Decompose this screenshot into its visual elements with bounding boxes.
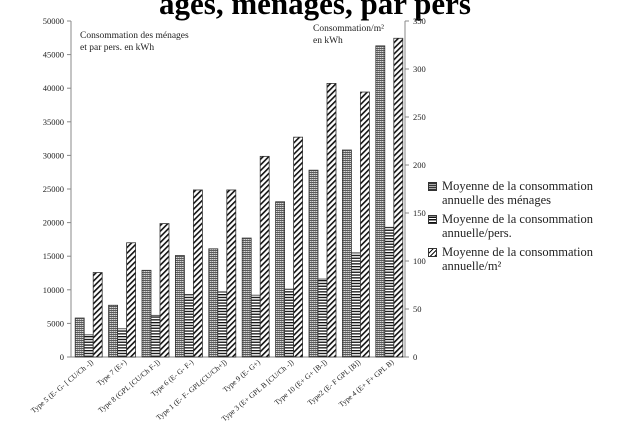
legend-swatch-diagonal <box>428 248 437 257</box>
left-tick-label: 10000 <box>43 285 64 295</box>
right-axis-label-line2: en kWh <box>313 36 343 46</box>
right-tick-label: 100 <box>413 256 426 266</box>
legend-label-line2: annuelle/pers. <box>442 226 512 240</box>
bar-diagonal-5 <box>226 189 237 358</box>
legend-swatch-dots <box>428 182 437 191</box>
legend-label-line1: Moyenne de la consommation <box>442 179 594 193</box>
bar-dots-6 <box>241 237 252 358</box>
bar-diagonal-1 <box>92 272 103 358</box>
bar-horizontal-9 <box>350 252 361 358</box>
bar-diagonal-3 <box>159 223 170 358</box>
bar-dots-4 <box>174 255 185 358</box>
bar-dots-5 <box>208 248 219 358</box>
legend: Moyenne de la consommation annuelle des … <box>428 179 630 278</box>
left-tick-label: 30000 <box>43 150 64 160</box>
right-axis-ticks: 0 50 100 150 200 250 300 350 <box>405 16 426 362</box>
bar-dots-1 <box>74 317 85 358</box>
legend-item-households: Moyenne de la consommation annuelle des … <box>428 179 630 207</box>
bar-diagonal-9 <box>359 91 370 358</box>
right-tick-label: 50 <box>413 304 422 314</box>
bar-horizontal-1 <box>83 334 94 358</box>
bar-diagonal-6 <box>259 155 270 358</box>
right-tick-label: 250 <box>413 112 426 122</box>
bar-dots-2 <box>108 304 118 358</box>
bar-horizontal-3 <box>150 314 161 358</box>
left-tick-label: 40000 <box>43 83 64 93</box>
legend-item-per-m2: Moyenne de la consommation annuelle/m² <box>428 245 630 273</box>
category-label: Type 8 (GPL [CU/Ch F-]) <box>96 357 162 414</box>
bar-horizontal-10 <box>384 226 395 358</box>
bar-diagonal-2 <box>126 242 136 358</box>
right-tick-label: 350 <box>413 16 426 26</box>
bar-diagonal-10 <box>393 37 404 358</box>
left-axis-ticks: 0 5000 10000 15000 20000 25000 30000 35000 40000… <box>43 16 71 362</box>
bar-diagonal-4 <box>192 189 203 358</box>
category-label: Type 7 (E+) <box>95 357 129 387</box>
left-tick-label: 0 <box>60 352 64 362</box>
legend-label-line2: annuelle/m² <box>442 259 502 273</box>
left-tick-label: 5000 <box>47 318 64 328</box>
left-tick-label: 20000 <box>43 218 64 228</box>
left-tick-label: 25000 <box>43 184 64 194</box>
right-axis-label-line1: Consommation/m² <box>313 24 384 34</box>
right-tick-label: 0 <box>413 352 417 362</box>
left-tick-label: 45000 <box>43 50 64 60</box>
bar-diagonal-7 <box>293 136 304 358</box>
legend-label-line1: Moyenne de la consommation <box>442 212 594 226</box>
bar-diagonal-8 <box>326 83 337 358</box>
bar-horizontal-6 <box>250 294 261 358</box>
figure-caption-fragment: ages, ménages, par pers <box>159 0 471 21</box>
category-labels: Type 5 (E- G- [ CU/Ch -]) Type 7 (E+)Type… <box>29 357 396 423</box>
bar-horizontal-2 <box>117 328 127 358</box>
legend-label-line1: Moyenne de la consommation <box>442 245 594 259</box>
right-tick-label: 200 <box>413 160 426 170</box>
legend-swatch-horizontal <box>428 215 437 224</box>
bar-series <box>74 37 404 358</box>
left-axis-label-line2: et par pers. en kWh <box>80 43 154 53</box>
bar-dots-3 <box>141 269 152 358</box>
bar-horizontal-7 <box>284 288 295 358</box>
bar-dots-9 <box>341 149 352 358</box>
bar-dots-8 <box>308 169 319 358</box>
bar-horizontal-5 <box>217 291 228 358</box>
right-tick-label: 300 <box>413 64 426 74</box>
category-label: Type 5 (E- G- [ CU/Ch -]) <box>29 357 95 415</box>
category-label: Type 4 (E+ F+ GPL B) <box>337 357 396 409</box>
bar-dots-10 <box>375 45 386 358</box>
right-tick-label: 150 <box>413 208 426 218</box>
legend-item-per-person: Moyenne de la consommation annuelle/pers… <box>428 212 630 240</box>
left-tick-label: 35000 <box>43 117 64 127</box>
legend-label-line2: annuelle des ménages <box>442 193 551 207</box>
left-axis-label-line1: Consommation des ménages <box>80 31 189 41</box>
bar-dots-7 <box>275 201 286 358</box>
left-tick-label: 15000 <box>43 251 64 261</box>
left-tick-label: 50000 <box>43 16 64 26</box>
bar-horizontal-4 <box>183 294 194 358</box>
bar-horizontal-8 <box>317 278 328 358</box>
